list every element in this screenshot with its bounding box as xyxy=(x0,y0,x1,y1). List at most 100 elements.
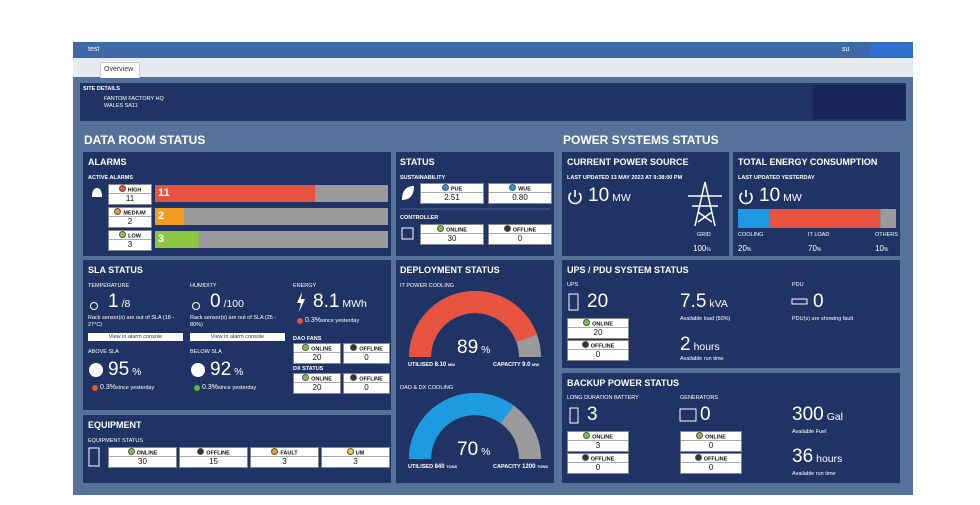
unit: MW xyxy=(532,362,540,367)
alarm-bar-bg xyxy=(155,208,388,225)
chip-label: PUE xyxy=(450,186,463,193)
value: 20 xyxy=(587,291,609,312)
chip-label: ONLINE xyxy=(311,376,332,383)
big-value: 8.1 MWh xyxy=(313,291,367,313)
big-value: 3 xyxy=(587,404,598,426)
trend-icon xyxy=(194,385,200,391)
alarm-count: 11 xyxy=(158,187,170,199)
subtitle: PDU xyxy=(792,282,804,288)
status-dot xyxy=(127,448,135,455)
unit: % xyxy=(481,447,491,458)
unit: % xyxy=(816,247,822,253)
chip-label: OFFLINE xyxy=(512,227,537,234)
utilised: UTILISED 8.10 MW xyxy=(408,362,455,368)
tab[interactable] xyxy=(100,62,140,78)
chip-label: ONLINE xyxy=(592,321,613,328)
value: 10 xyxy=(588,185,610,206)
last-updated: LAST UPDATED YESTERDAY xyxy=(738,175,815,181)
energy-segment xyxy=(738,209,770,228)
unit: MW xyxy=(612,193,631,204)
chip-label: OFFLINE xyxy=(590,456,615,463)
chip-header: MEDIUM xyxy=(109,208,151,217)
big-value: 0 xyxy=(813,291,824,313)
chip-value: 2 xyxy=(127,217,133,226)
power-icon xyxy=(568,192,582,205)
chip-value: 11 xyxy=(125,194,135,203)
status-dot xyxy=(118,185,126,192)
alarm-console-button[interactable]: View in alarm console xyxy=(88,333,183,341)
big-value: 10 MW xyxy=(588,185,631,207)
chip-value: 3 xyxy=(353,457,358,466)
alarm-console-button[interactable]: View in alarm console xyxy=(190,333,285,341)
chip-value: 0 xyxy=(364,383,369,392)
subtitle: BELOW SLA xyxy=(190,349,222,355)
power-icon xyxy=(739,192,753,205)
chip-header: OFFLINE xyxy=(344,344,389,353)
segment-label: COOLING xyxy=(738,232,764,238)
subtitle: SUSTAINABILITY xyxy=(400,175,446,181)
status-chip: ONLINE 20 xyxy=(293,373,341,394)
label: UTILISED xyxy=(408,464,434,470)
note: PDU(s) are showing fault xyxy=(792,316,854,322)
value: 7.5 xyxy=(680,291,707,312)
value: 300 xyxy=(792,404,824,425)
big-value: 20 xyxy=(587,291,608,313)
unit: hours xyxy=(816,454,843,465)
chip-label: ONLINE xyxy=(592,434,613,441)
status-chip: ONLINE 3 xyxy=(567,431,629,452)
panel-title: TOTAL ENERGY CONSUMPTION xyxy=(738,157,878,167)
humidity-icon xyxy=(192,302,200,310)
note: Rack sensor(s) are out of SLA (18 - 27°C… xyxy=(88,315,175,328)
big-value: 1/8 xyxy=(108,291,130,313)
chip-header: OFFLINE xyxy=(344,374,389,383)
alarm-bar xyxy=(155,231,199,248)
trend-value: 0.3% xyxy=(305,317,321,324)
subtitle: CONTROLLER xyxy=(400,215,439,221)
value: 8.10 xyxy=(434,362,447,368)
chip-header: OFFLINE xyxy=(489,225,551,234)
unit: % xyxy=(234,367,244,378)
trend-text: since yesterday xyxy=(116,385,155,391)
status-chip: ONLINE 30 xyxy=(108,447,177,468)
value: 0 xyxy=(700,404,711,425)
label: LAST UPDATED xyxy=(738,175,781,181)
value: 89 xyxy=(457,337,479,358)
status-chip: MEDIUM 2 xyxy=(108,207,152,228)
status-chip: OFFLINE 0 xyxy=(343,373,390,394)
value: 0 xyxy=(813,291,824,312)
top-button[interactable] xyxy=(870,43,912,57)
big-value: 36 hours xyxy=(792,446,842,468)
chip-label: ONLINE xyxy=(705,434,726,441)
chip-value: 15 xyxy=(209,457,218,466)
panel xyxy=(80,83,906,121)
chip-value: 30 xyxy=(447,234,457,243)
status-chip: ONLINE 0 xyxy=(680,431,742,452)
tab-bar xyxy=(73,58,913,77)
sla-icon xyxy=(191,363,205,377)
subtitle: DAO & DX COOLING xyxy=(400,385,454,391)
alarm-bar xyxy=(155,208,185,225)
energy-segment xyxy=(769,209,881,228)
ups-icon xyxy=(568,293,579,311)
pdu-icon xyxy=(791,298,808,305)
chip-value: 3 xyxy=(282,457,287,466)
segment-value: 70% xyxy=(808,238,821,256)
value: 10 xyxy=(759,185,781,206)
chip-label: OFFLINE xyxy=(590,343,615,350)
chip-header: UM xyxy=(322,448,389,457)
value: 8.1 xyxy=(313,291,340,312)
big-value: 70% xyxy=(457,439,490,461)
capacity: CAPACITY 9.0 MW xyxy=(493,362,539,368)
chip-value: 0 xyxy=(364,353,369,362)
panel-title: STATUS xyxy=(400,157,435,167)
chip-label: OFFLINE xyxy=(703,456,728,463)
unit: % xyxy=(883,247,889,253)
status-dot xyxy=(350,344,358,351)
big-value: 0/100 xyxy=(210,291,244,313)
big-value: 92% xyxy=(210,359,243,381)
value: YESTERDAY xyxy=(781,175,815,181)
chip-header: OFFLINE xyxy=(568,454,628,463)
status-chip: OFFLINE 0 xyxy=(343,343,390,364)
gauge-fill xyxy=(409,291,538,358)
status-dot xyxy=(509,184,517,191)
